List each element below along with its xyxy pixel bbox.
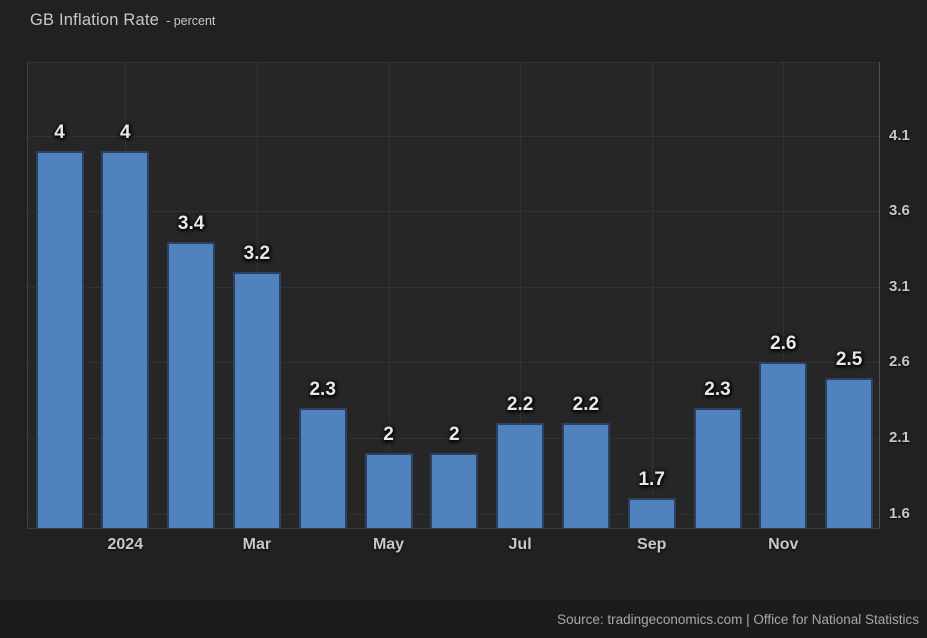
bar-2.5[interactable] [825,377,874,528]
bar-4[interactable] [35,151,84,528]
source-attribution: Source: tradingeconomics.com | Office fo… [557,611,919,627]
bar-value-label: 2 [449,424,460,446]
bar-2.3[interactable] [693,407,742,528]
x-axis-tick-label: Jul [508,536,532,553]
horizontal-gridline [28,211,879,213]
horizontal-gridline [28,135,879,137]
bar-value-label: 2.2 [506,393,534,415]
y-axis-tick-label: 1.6 [889,504,910,522]
bar-value-label: 2 [383,424,394,446]
bar-value-label: 4 [54,122,65,144]
bar-2.2[interactable] [496,422,545,528]
bar-1.7[interactable] [627,498,676,528]
y-axis-tick-label: 2.1 [889,428,910,446]
footer-bar: Source: tradingeconomics.com | Office fo… [0,600,927,638]
x-axis-tick-label: 2024 [107,536,144,553]
x-axis-tick-label: Mar [242,536,272,553]
bar-value-label: 2.3 [704,378,731,400]
horizontal-gridline [28,286,879,288]
bar-2.6[interactable] [759,362,808,528]
bar-value-label: 4 [120,122,131,144]
bar-value-label: 3.2 [243,242,271,264]
bar-3.2[interactable] [232,271,281,528]
x-axis-tick-label: Nov [768,536,799,553]
chart-subtitle-text: - percent [166,14,216,28]
x-axis-tick-label: May [372,536,405,553]
bar-value-label: 2.2 [572,393,600,415]
chart-title: GB Inflation Rate - percent [30,11,215,30]
bar-value-label: 2.5 [835,348,863,370]
bar-value-label: 2.6 [770,333,797,355]
bar-value-label: 1.7 [638,469,665,491]
bar-4[interactable] [101,151,150,528]
y-axis-tick-label: 3.1 [889,277,910,295]
bar-2[interactable] [364,453,413,528]
horizontal-gridline [28,362,879,364]
vertical-gridline [651,63,653,528]
chart-title-text: GB Inflation Rate [30,11,160,29]
y-axis-tick-label: 2.6 [889,353,910,371]
bar-2.3[interactable] [298,407,347,528]
bar-2.2[interactable] [561,422,610,528]
y-axis-tick-label: 3.6 [889,202,910,220]
bar-value-label: 2.3 [309,378,336,400]
horizontal-gridline [28,437,879,439]
y-axis-tick-label: 4.1 [889,126,910,144]
plot-area: 4.1 3.6 3.1 2.6 2.1 1.6 2024 Mar May Jul Sep Nov 4 4 3… [27,62,910,553]
bar-2[interactable] [430,453,479,528]
bar-3.4[interactable] [167,241,216,528]
bar-value-label: 3.4 [177,212,205,234]
x-axis-tick-label: Sep [637,536,667,553]
